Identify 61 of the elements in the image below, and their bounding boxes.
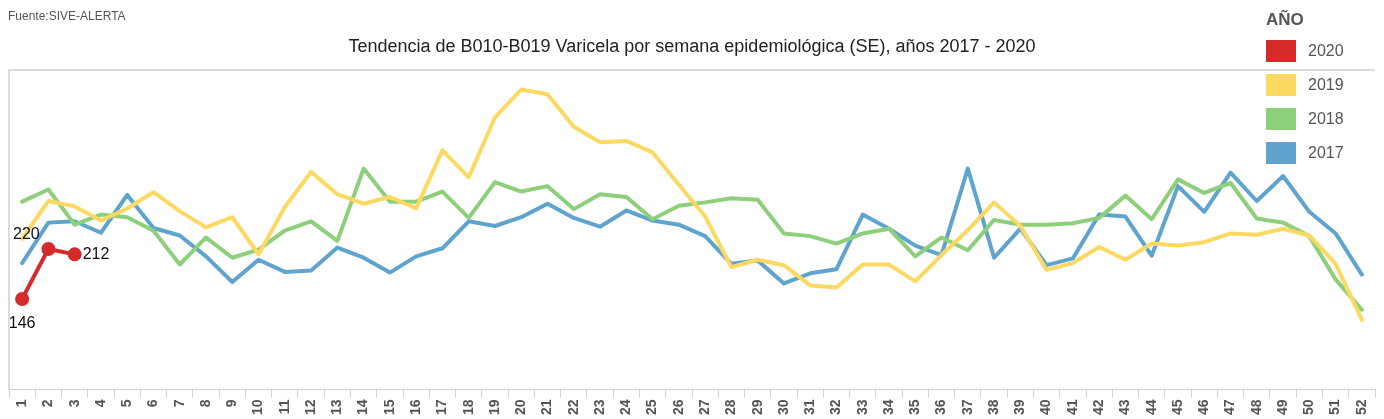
- x-tick-label: 22: [564, 399, 581, 416]
- x-tick-label: 28: [722, 399, 739, 416]
- legend-label: 2019: [1308, 76, 1344, 94]
- x-tick-label: 12: [301, 399, 318, 416]
- x-tick-label: 33: [853, 399, 870, 416]
- x-tick-label: 2: [39, 399, 56, 408]
- x-tick-label: 13: [328, 399, 345, 416]
- x-tick-label: 25: [643, 399, 660, 416]
- x-tick-label: 36: [932, 399, 949, 416]
- x-tick-label: 48: [1247, 399, 1264, 416]
- x-tick-label: 29: [748, 399, 765, 416]
- x-tick-label: 41: [1063, 399, 1080, 416]
- legend-title: AÑO: [1266, 10, 1305, 30]
- x-tick-label: 24: [617, 399, 634, 416]
- x-tick-label: 5: [118, 399, 135, 408]
- x-tick-label: 18: [459, 399, 476, 416]
- x-tick-label: 42: [1090, 399, 1107, 416]
- x-tick-label: 26: [669, 399, 686, 416]
- source-note: Fuente:SIVE-ALERTA: [8, 9, 126, 23]
- x-tick-label: 45: [1168, 399, 1185, 416]
- x-tick-label: 10: [249, 399, 266, 416]
- x-tick-label: 19: [485, 399, 502, 416]
- x-tick-label: 40: [1037, 399, 1054, 416]
- x-tick-label: 31: [801, 399, 818, 416]
- legend-label: 2020: [1308, 42, 1344, 60]
- x-tick-label: 17: [433, 399, 450, 416]
- x-tick-label: 1: [12, 399, 29, 408]
- x-tick-label: 50: [1300, 399, 1317, 416]
- x-tick-label: 46: [1195, 399, 1212, 416]
- x-tick-label: 4: [91, 399, 108, 408]
- legend-label: 2017: [1308, 144, 1344, 162]
- x-tick-label: 23: [590, 399, 607, 416]
- x-tick-label: 14: [354, 399, 371, 416]
- legend-label: 2018: [1308, 110, 1344, 128]
- x-tick-label: 37: [958, 399, 975, 416]
- x-tick-label: 38: [984, 399, 1001, 416]
- x-tick-label: 32: [827, 399, 844, 416]
- x-tick-label: 51: [1326, 399, 1343, 416]
- x-tick-label: 8: [196, 399, 213, 408]
- data-label: 212: [82, 244, 110, 262]
- x-tick-label: 16: [407, 399, 424, 416]
- x-tick-label: 44: [1142, 399, 1159, 416]
- x-tick-label: 39: [1011, 399, 1028, 416]
- x-tick-label: 9: [223, 399, 240, 408]
- x-tick-label: 47: [1221, 399, 1238, 416]
- x-tick-label: 11: [275, 399, 292, 415]
- x-tick-label: 21: [538, 399, 555, 416]
- x-tick-label: 34: [879, 399, 896, 416]
- x-tick-label: 7: [170, 399, 187, 408]
- chart-title: Tendencia de B010-B019 Varicela por semana epidemiológica (SE), años 2017 - 2020: [348, 36, 1036, 56]
- x-tick-label: 20: [512, 399, 529, 416]
- x-tick-label: 49: [1273, 399, 1290, 416]
- data-label: 146: [8, 314, 36, 332]
- x-tick-label: 27: [695, 399, 712, 416]
- x-tick-label: 30: [774, 399, 791, 416]
- x-tick-label: 52: [1352, 399, 1369, 416]
- x-tick-label: 35: [906, 399, 923, 416]
- x-tick-label: 15: [380, 399, 397, 416]
- x-tick-label: 6: [144, 399, 161, 408]
- x-tick-label: 43: [1116, 399, 1133, 416]
- x-tick-label: 3: [65, 399, 82, 408]
